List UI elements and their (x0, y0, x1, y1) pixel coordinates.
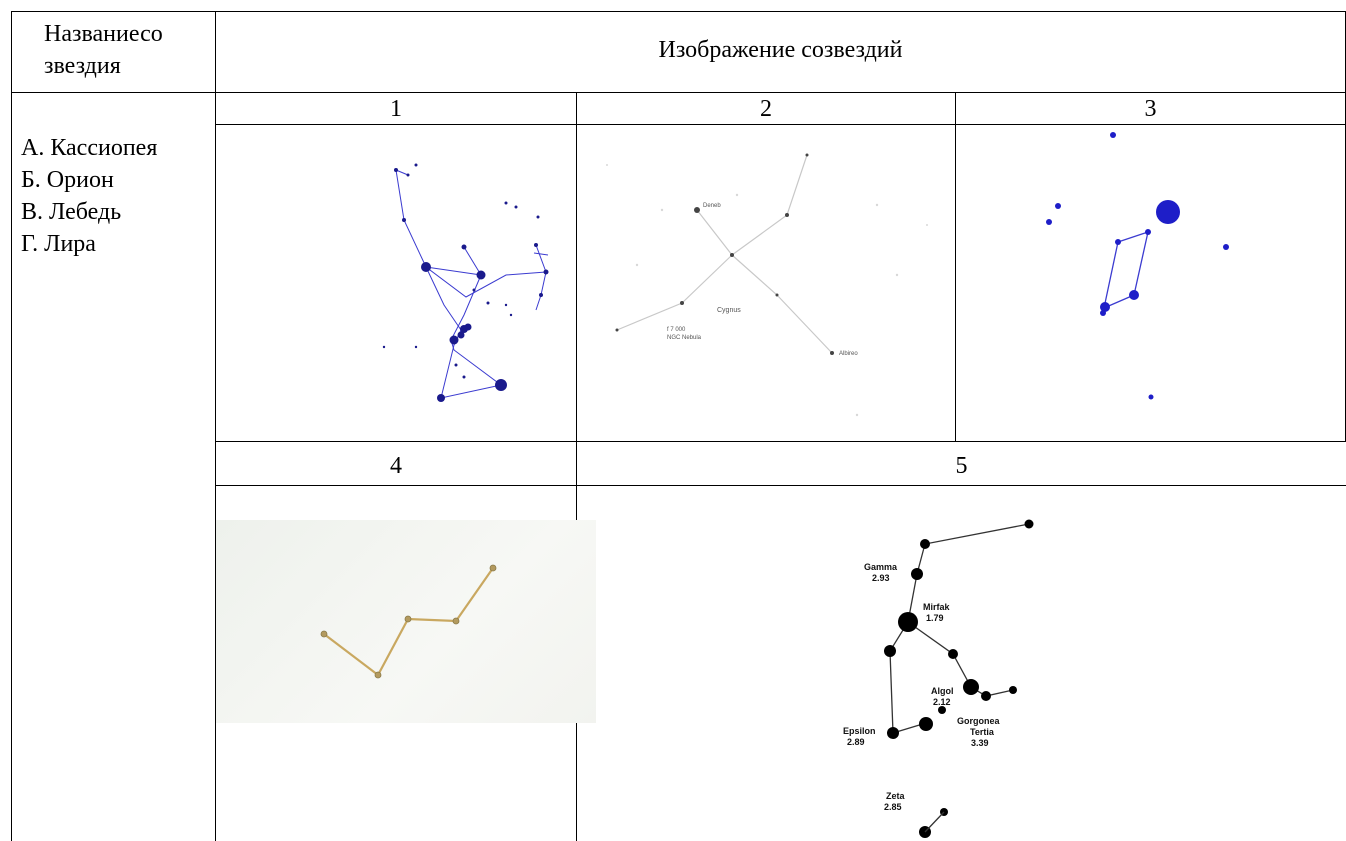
table-top-border (11, 11, 1346, 12)
header-col1-line1: Названиесо (44, 21, 163, 47)
cell-label-3: 3 (1144, 96, 1157, 122)
fig2-label-small2: NGC Nebula (667, 335, 702, 341)
fig5-epsilon-name: Epsilon (843, 726, 876, 736)
option-a: А. Кассиопея (21, 135, 158, 161)
fig5-epsilon-mag: 2.89 (847, 737, 865, 747)
fig5-gamma-mag: 2.93 (872, 573, 890, 583)
col-split-2 (955, 92, 956, 441)
cell-label-2: 2 (760, 96, 772, 122)
fig2-label-albireo: Albireo (839, 351, 858, 357)
fig2-label-cygnus: Cygnus (717, 307, 741, 314)
table-left-border (11, 11, 12, 841)
option-c: В. Лебедь (21, 199, 122, 225)
cell-label-5: 5 (955, 453, 968, 479)
fig5-zeta-name: Zeta (886, 791, 906, 801)
row1-label-border (215, 124, 1346, 125)
figure-4-cassiopeia (216, 520, 596, 723)
cell-label-4: 4 (390, 453, 402, 479)
fig2-label-deneb: Deneb (703, 203, 721, 209)
header-col1-line2: звездия (44, 53, 121, 79)
col-split-1 (576, 92, 577, 841)
figure-5-perseus: Gamma 2.93 Mirfak 1.79 Algol 2.12 Gorgon… (820, 510, 1050, 841)
option-b: Б. Орион (21, 167, 114, 193)
figure-1-orion (216, 125, 576, 441)
fig2-label-small1: f 7 000 (667, 327, 686, 333)
option-d: Г. Лира (21, 231, 96, 257)
fig5-gorgonea-name: Gorgonea (957, 716, 1000, 726)
header-col2: Изображение созвездий (658, 37, 903, 63)
figure-3-lyra (956, 125, 1345, 441)
fig5-gamma-name: Gamma (864, 562, 898, 572)
cell-label-1: 1 (390, 96, 402, 122)
fig5-gorgonea-mag: 3.39 (971, 738, 989, 748)
fig5-algol-mag: 2.12 (933, 697, 951, 707)
fig5-algol-name: Algol (931, 686, 954, 696)
row2-label-border (215, 485, 1346, 486)
figure-2-cygnus: Deneb Cygnus Albireo f 7 000 NGC Nebula (577, 125, 955, 441)
fig5-zeta-mag: 2.85 (884, 802, 902, 812)
fig5-mirfak-name: Mirfak (923, 602, 951, 612)
fig5-mirfak-mag: 1.79 (926, 613, 944, 623)
col1-right-border (215, 11, 216, 841)
header-bottom-border (11, 92, 1346, 93)
row1-bottom-border (215, 441, 1346, 442)
fig5-gorgonea-extra: Tertia (970, 727, 995, 737)
